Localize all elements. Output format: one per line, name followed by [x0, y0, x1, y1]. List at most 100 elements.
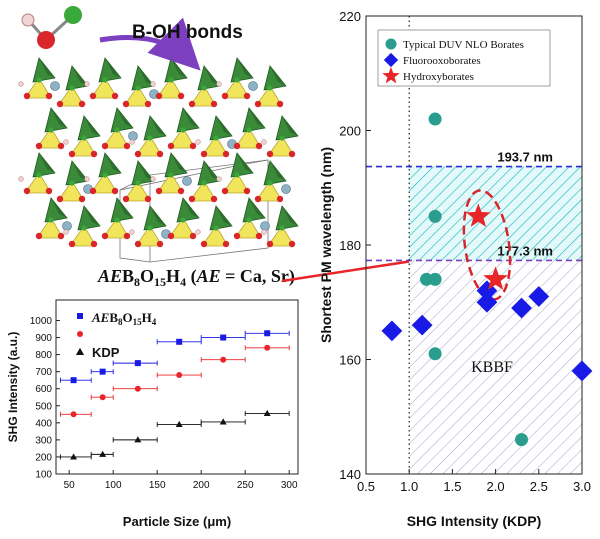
- bo4-face: [39, 58, 55, 78]
- metal-atom: [62, 221, 72, 231]
- bo4-face: [216, 116, 232, 136]
- oxygen-atom: [78, 100, 86, 108]
- oxygen-atom: [144, 195, 152, 203]
- oxygen-atom: [266, 240, 274, 248]
- data-point: [134, 360, 141, 367]
- boron-atom: [201, 85, 207, 91]
- legend-marker: [77, 313, 83, 319]
- data-point: [134, 385, 141, 392]
- y-tick-label: 400: [35, 418, 52, 429]
- oxygen-atom: [122, 195, 130, 203]
- bo4-face: [51, 198, 67, 218]
- bo3-triangle: [234, 217, 262, 239]
- oxygen-atom: [255, 232, 263, 240]
- boron-atom: [147, 135, 153, 141]
- oxygen-atom: [233, 232, 241, 240]
- bo4-tetrahedron: [131, 65, 155, 91]
- oxygen-atom: [222, 150, 230, 158]
- data-point: [70, 411, 77, 418]
- oxygen-atom: [155, 92, 163, 100]
- bo4-face: [84, 116, 100, 136]
- bo4-face: [216, 206, 232, 226]
- plot-frame: [55, 299, 299, 475]
- bo4-tetrahedron: [242, 197, 266, 223]
- hydrogen-atom: [18, 81, 24, 87]
- bo4-tetrahedron: [164, 57, 188, 83]
- hydrogen-atom: [261, 139, 267, 145]
- hydrogen-atom: [63, 139, 69, 145]
- oxygen-atom: [254, 195, 262, 203]
- data-point: [70, 453, 78, 460]
- bo4-face: [171, 153, 187, 173]
- crystal-structure-illustration: [18, 57, 299, 263]
- bo4-face: [72, 161, 88, 181]
- bo3-triangle: [90, 77, 118, 99]
- boron-atom: [201, 180, 207, 186]
- boron-atom: [279, 135, 285, 141]
- bo4-tetrahedron: [32, 152, 56, 178]
- oxygen-atom: [68, 240, 76, 248]
- bo4-tetrahedron: [77, 205, 101, 231]
- boron-atom: [48, 127, 54, 133]
- y-tick-label: 220: [339, 9, 361, 24]
- bo3-triangle: [222, 77, 250, 99]
- data-point: [476, 291, 498, 313]
- bo4-face: [117, 108, 133, 128]
- bo4-tetrahedron: [77, 115, 101, 141]
- hydrogen-atom: [150, 176, 156, 182]
- y-tick-label: 200: [35, 452, 52, 463]
- data-point: [571, 360, 593, 382]
- b-oh-bonds-label: B-OH bonds: [132, 22, 243, 43]
- y-tick-label: 500: [35, 401, 52, 412]
- boron-atom: [267, 85, 273, 91]
- bo3-triangle: [222, 172, 250, 194]
- bo4-tetrahedron: [242, 107, 266, 133]
- oxygen-atom: [57, 142, 65, 150]
- data-point: [511, 297, 532, 319]
- bo4-face: [249, 198, 265, 218]
- boron-atom: [102, 77, 108, 83]
- boron-atom: [147, 225, 153, 231]
- bo3-triangle: [123, 85, 151, 107]
- oxygen-atom: [266, 150, 274, 158]
- metal-atom: [260, 221, 270, 231]
- oxygen-atom: [255, 142, 263, 150]
- boron-atom: [69, 85, 75, 91]
- hydrogen-atom: [195, 139, 201, 145]
- oxygen-atom: [288, 150, 296, 158]
- boron-atom: [135, 85, 141, 91]
- legend-marker: [382, 66, 400, 84]
- hydrogen-atom: [84, 81, 90, 87]
- oxygen-atom: [57, 232, 65, 240]
- boron-atom: [180, 217, 186, 223]
- bo3-triangle: [156, 77, 184, 99]
- bo4-tetrahedron: [275, 115, 299, 141]
- bo4-face: [51, 108, 67, 128]
- bo3-triangle: [123, 180, 151, 202]
- bo3-triangle: [201, 135, 229, 157]
- legend-marker: [77, 331, 83, 337]
- data-point: [220, 334, 227, 341]
- data-point: [381, 320, 403, 342]
- boron-atom: [267, 180, 273, 186]
- legend-marker: [75, 347, 85, 355]
- bo4-tetrahedron: [98, 152, 122, 178]
- bo3-triangle: [135, 135, 163, 157]
- oxygen-atom: [68, 150, 76, 158]
- bo3-triangle: [267, 225, 295, 247]
- oxygen-atom: [23, 92, 31, 100]
- bo3-triangle: [90, 172, 118, 194]
- x-axis-label: Particle Size (μm): [123, 514, 231, 529]
- data-point: [466, 203, 491, 227]
- oxygen-atom: [45, 92, 53, 100]
- oxygen-atom: [221, 92, 229, 100]
- y-tick-label: 900: [35, 333, 52, 344]
- hydrogen-atom: [150, 81, 156, 87]
- bo4-face: [282, 206, 298, 226]
- oxygen-atom: [210, 100, 218, 108]
- bo4-tetrahedron: [209, 115, 233, 141]
- y-tick-label: 700: [35, 367, 52, 378]
- hydrogen-atom: [63, 229, 69, 235]
- oxygen-atom: [134, 150, 142, 158]
- boron-atom: [168, 172, 174, 178]
